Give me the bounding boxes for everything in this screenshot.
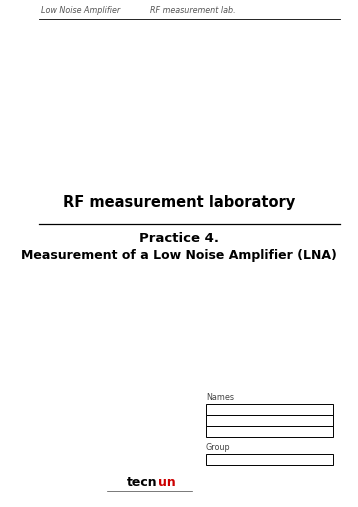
Bar bbox=[206, 454, 333, 465]
Text: Measurement of a Low Noise Amplifier (LNA): Measurement of a Low Noise Amplifier (LN… bbox=[21, 249, 337, 262]
Bar bbox=[206, 404, 333, 415]
Bar bbox=[206, 426, 333, 437]
Text: Names: Names bbox=[206, 392, 234, 402]
Text: RF measurement laboratory: RF measurement laboratory bbox=[63, 195, 295, 210]
Text: Practice 4.: Practice 4. bbox=[139, 232, 219, 245]
Text: un: un bbox=[158, 476, 175, 489]
Text: Group: Group bbox=[206, 443, 231, 452]
Text: Low Noise Amplifier: Low Noise Amplifier bbox=[41, 6, 120, 15]
Text: RF measurement lab.: RF measurement lab. bbox=[150, 6, 236, 15]
Bar bbox=[206, 415, 333, 426]
Text: tecn: tecn bbox=[127, 476, 158, 489]
